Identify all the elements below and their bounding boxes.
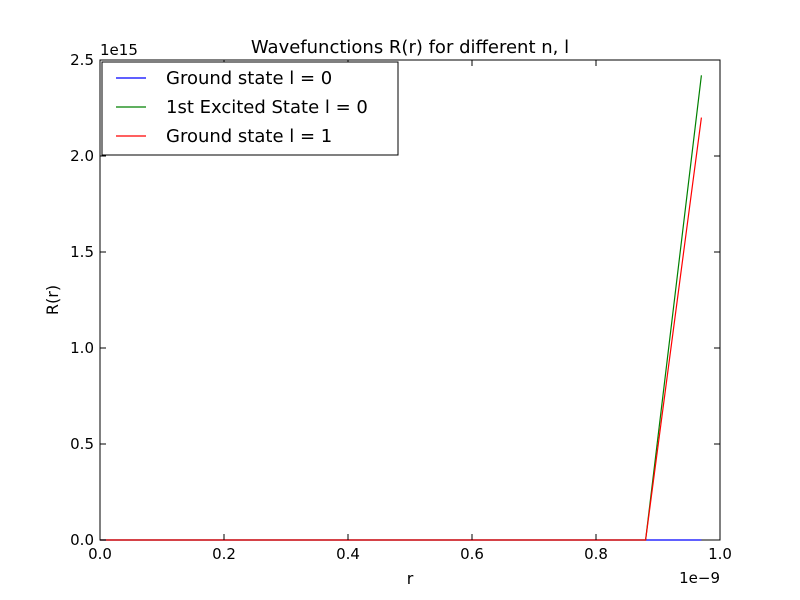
- legend-box: [101, 61, 399, 156]
- series-line-2: [100, 117, 702, 541]
- x-offset-label: 1e−9: [679, 569, 720, 587]
- y-offset-label: 1e15: [100, 41, 138, 59]
- x-tick-label: 0.8: [584, 545, 608, 563]
- x-axis-ticks: 0.0 0.2 0.4 0.6 0.8 1.0: [88, 60, 732, 563]
- chart-title: Wavefunctions R(r) for different n, l: [251, 37, 569, 58]
- legend-label-0: Ground state l = 0: [166, 68, 332, 89]
- y-axis-ticks: 0.0 0.5 1.0 1.5 2.0 2.5: [70, 51, 720, 549]
- x-tick-label: 1.0: [708, 545, 732, 563]
- x-tick-label: 0.4: [336, 545, 360, 563]
- y-tick-label: 1.0: [70, 339, 94, 357]
- x-tick-label: 0.6: [460, 545, 484, 563]
- y-axis-label: R(r): [43, 285, 62, 315]
- legend-label-2: Ground state l = 1: [166, 126, 332, 147]
- x-tick-label: 0.0: [88, 545, 112, 563]
- series-layer: [100, 75, 702, 541]
- y-tick-label: 1.5: [70, 243, 94, 261]
- legend-label-1: 1st Excited State l = 0: [166, 97, 368, 118]
- y-tick-label: 2.5: [70, 51, 94, 69]
- y-tick-label: 2.0: [70, 147, 94, 165]
- y-tick-label: 0.0: [70, 531, 94, 549]
- x-tick-label: 0.2: [212, 545, 236, 563]
- legend: Ground state l = 0 1st Excited State l = …: [101, 61, 399, 156]
- y-tick-label: 0.5: [70, 435, 94, 453]
- x-axis-label: r: [407, 569, 414, 588]
